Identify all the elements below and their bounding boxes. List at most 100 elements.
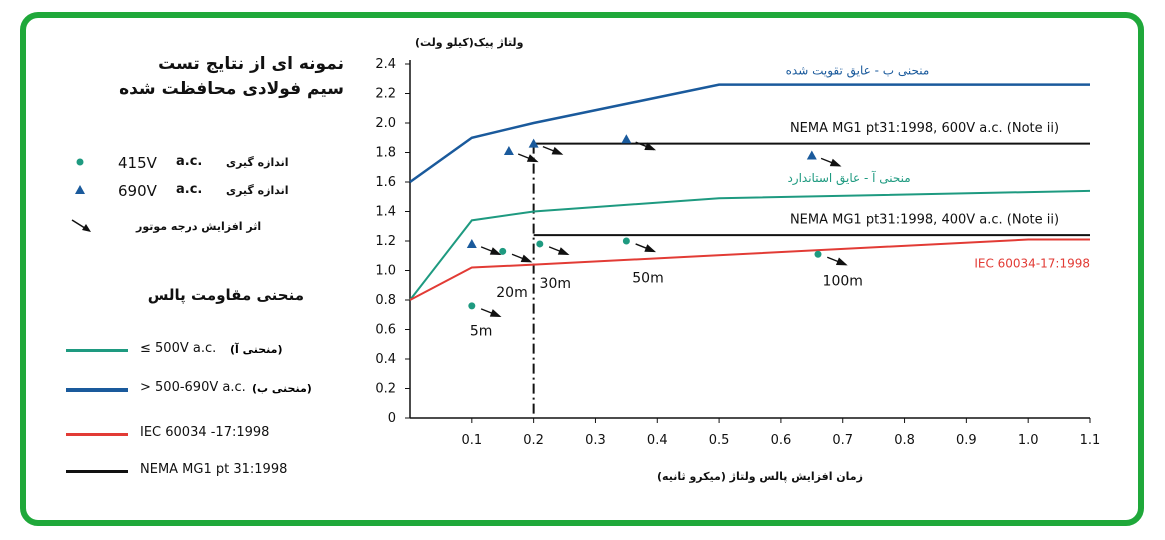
x-tick-label: 0.8 (894, 433, 915, 448)
legend-690-value: 690V (118, 182, 157, 200)
x-tick-label: 0.2 (523, 433, 544, 448)
motor-effect-arrow (480, 308, 502, 317)
motor-effect-arrow (820, 157, 842, 167)
arrow-head (551, 146, 564, 155)
legend-curve-b-fa: (منحنی ب) (252, 382, 312, 395)
y-tick-label: 0.2 (375, 382, 396, 397)
legend-line-curve-b (66, 388, 128, 392)
legend-line-iec (66, 433, 128, 436)
legend-row-motor: اثر افزایش درجه موتور (66, 216, 356, 238)
series-line-iec (409, 238, 1090, 301)
x-tick-label: 0.4 (647, 433, 668, 448)
y-tick-label: 0.4 (375, 352, 396, 367)
legend-motor-label: اثر افزایش درجه موتور (136, 220, 262, 233)
motor-length-label: 20m (496, 285, 527, 301)
legend-curve-b-text: > 500-690V a.c. (140, 380, 246, 395)
chart-frame: نمونه ای از نتایج تست سیم فولادی محافظت … (20, 12, 1144, 526)
chart-plot: 5m 20m 30m 50m 100m منحنی ب - عایق تقویت شده N… (409, 63, 1091, 418)
motor-length-label: 100m (823, 273, 863, 289)
y-tick-label: 0.6 (375, 323, 396, 338)
motor-length-label: 50m (632, 270, 663, 286)
y-tick-label: 1.2 (375, 234, 396, 249)
y-tick-label: 2.0 (375, 116, 396, 131)
legend-curve-a-text: ≤ 500V a.c. (140, 341, 217, 356)
chart-svg: 0 0.2 0.4 0.6 0.8 1.0 1.2 1.4 1.6 1.8 2.0 2.2 2.4 0.1… (375, 36, 1100, 483)
series-line-curve_b (409, 83, 1090, 184)
motor-effect-arrow (480, 246, 502, 256)
arrow-head (835, 257, 848, 266)
series-label: NEMA MG1 pt31:1998, 600V a.c. (Note ii) (790, 121, 1059, 136)
legend-nema-text: NEMA MG1 pt 31:1998 (140, 462, 288, 477)
point-690v (528, 138, 539, 148)
point-415v (814, 250, 822, 258)
chart-axes: 0 0.2 0.4 0.6 0.8 1.0 1.2 1.4 1.6 1.8 2.0 2.2 2.4 0.1… (375, 57, 1100, 448)
y-tick-label: 1.6 (375, 175, 396, 190)
arrow-head (644, 244, 657, 253)
series-label: منحنی آ - عایق استاندارد (787, 170, 910, 186)
arrow-head (829, 158, 842, 167)
x-tick-label: 0.3 (585, 433, 606, 448)
legend-690-label: اندازه گیری (226, 184, 289, 197)
y-tick-label: 1.8 (375, 146, 396, 161)
x-tick-label: 1.0 (1018, 433, 1039, 448)
point-690v (806, 150, 817, 160)
x-tick-label: 0.5 (709, 433, 730, 448)
point-690v (621, 134, 632, 144)
arrow-head (489, 309, 502, 317)
x-tick-label: 0.7 (832, 433, 853, 448)
legend-415-label: اندازه گیری (226, 156, 289, 169)
legend-line-nema (66, 470, 128, 473)
legend-415-value: 415V (118, 154, 157, 172)
legend-row-690v: 690V a.c. اندازه گیری (66, 180, 356, 202)
series-line-curve_a (409, 189, 1091, 301)
x-tick-label: 0.1 (461, 433, 482, 448)
x-tick-label: 0.9 (956, 433, 977, 448)
arrow-head (489, 247, 502, 256)
motor-effect-arrow (511, 253, 533, 263)
legend-line-curve-a (66, 349, 128, 352)
y-tick-label: 2.2 (375, 87, 396, 102)
point-690v (466, 238, 477, 248)
y-tick-label: 0 (388, 411, 396, 426)
series-label: منحنی ب - عایق تقویت شده (786, 63, 930, 78)
green-dot-icon (76, 158, 84, 166)
legend-690-ac: a.c. (176, 182, 203, 197)
motor-effect-arrow (542, 145, 564, 155)
legend-title: نمونه ای از نتایج تست سیم فولادی محافظت … (24, 52, 344, 102)
point-415v (622, 237, 630, 245)
motor-effect-arrow (635, 141, 657, 151)
legend-row-415v: 415V a.c. اندازه گیری (66, 152, 356, 174)
motor-effect-arrow (548, 246, 570, 256)
motor-length-label: 30m (540, 276, 571, 292)
point-690v (503, 146, 514, 156)
arrow-head (526, 154, 539, 163)
point-415v (536, 240, 544, 248)
motor-effect-arrow (517, 153, 539, 163)
arrow-head (557, 247, 570, 256)
arrow-head (644, 142, 657, 151)
legend-title-line2: سیم فولادی محافظت شده (119, 79, 344, 99)
y-tick-label: 2.4 (375, 57, 396, 72)
legend-curve-a-fa: (منحنی آ) (230, 343, 283, 356)
arrow-icon (71, 219, 91, 232)
motor-effect-arrow (827, 256, 848, 266)
y-tick-label: 1.4 (375, 205, 396, 220)
motor-length-label: 5m (470, 323, 493, 339)
blue-triangle-icon (75, 185, 85, 194)
legend-iec-text: IEC 60034 -17:1998 (140, 425, 270, 440)
point-415v (468, 302, 476, 310)
x-tick-label: 1.1 (1080, 433, 1101, 448)
legend-panel: نمونه ای از نتایج تست سیم فولادی محافظت … (26, 18, 356, 520)
legend-curves-title: منحنی مقاومت پالس (147, 286, 304, 304)
arrow-head (520, 254, 533, 263)
x-axis-label: زمان افزایش پالس ولتاژ (میکرو ثانیه) (657, 470, 863, 483)
y-tick-label: 1.0 (375, 264, 396, 279)
series-label: IEC 60034-17:1998 (974, 257, 1090, 271)
x-tick-label: 0.6 (771, 433, 792, 448)
y-tick-label: 0.8 (375, 293, 396, 308)
series-label: NEMA MG1 pt31:1998, 400V a.c. (Note ii) (790, 212, 1059, 227)
y-axis-label: ولتاژ پیک(کیلو ولت) (415, 36, 524, 49)
point-415v (499, 247, 507, 255)
motor-effect-arrow (635, 243, 657, 253)
legend-title-line1: نمونه ای از نتایج تست (158, 54, 344, 74)
